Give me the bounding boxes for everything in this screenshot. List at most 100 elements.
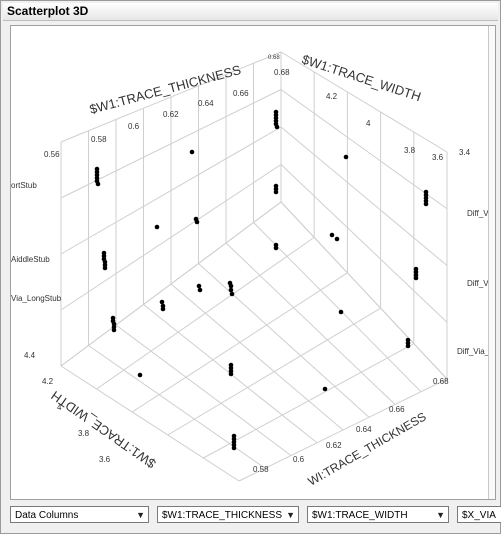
right-wall-horizontal-gridline	[280, 126, 448, 266]
floor-gridline-width	[203, 343, 415, 459]
data-point	[338, 309, 344, 315]
y-axis-tick-label: 3.4	[459, 148, 471, 157]
left-wall-horizontal-gridline	[60, 51, 282, 143]
data-point	[160, 306, 166, 312]
data-point	[273, 245, 279, 251]
scatterplot-3d-svg[interactable]: 0.560.580.60.620.640.660.684.243.83.63.4…	[11, 26, 495, 499]
data-point	[194, 219, 200, 225]
data-point	[322, 386, 328, 392]
floor-gridline-thickness	[115, 324, 292, 456]
z-axis-left-tick-label: Via_LongStub	[11, 294, 62, 303]
x-axis-select[interactable]: $W1:TRACE_THICKNESS ▼	[157, 506, 299, 523]
data-point	[273, 189, 279, 195]
axis-selectors: Data Columns ▼ $W1:TRACE_THICKNESS ▼ $W1…	[10, 506, 501, 528]
data-point	[159, 299, 165, 305]
bottom-width-tick-label: 4.2	[42, 377, 54, 386]
y-axis-select[interactable]: $W1:TRACE_WIDTH ▼	[307, 506, 449, 523]
z-axis-left-tick-label: AiddleStub	[11, 255, 50, 264]
data-point	[423, 201, 429, 207]
data-point	[329, 232, 335, 238]
floor-gridline-width	[167, 307, 381, 436]
x-axis-tick-label: 0.58	[91, 135, 107, 144]
right-wall-horizontal-gridline	[280, 89, 448, 210]
data-point	[197, 287, 203, 293]
chevron-down-icon: ▼	[436, 510, 445, 520]
grid-lines	[60, 51, 448, 482]
data-point	[231, 445, 237, 451]
data-point	[95, 181, 101, 187]
x-axis-tick-label: 0.62	[163, 110, 179, 119]
x-axis-tick-label: 0.64	[198, 99, 214, 108]
left-wall-horizontal-gridline	[60, 164, 282, 311]
z-axis-select[interactable]: $X_VIA	[457, 506, 501, 523]
data-point	[228, 371, 234, 377]
floor-gridline-width	[60, 201, 282, 367]
floor-gridline-thickness	[60, 365, 240, 482]
data-point	[102, 265, 108, 271]
data-point	[154, 224, 160, 230]
floor-gridline-width	[96, 236, 315, 390]
data-point	[343, 154, 349, 160]
z-axis-select-value: $X_VIA	[462, 510, 496, 521]
x-axis-tick-label: 0.66	[233, 89, 249, 98]
bottom-thickness-tick-label: 0.68	[433, 377, 449, 386]
floor-gridline-thickness	[88, 345, 266, 469]
data-point	[413, 275, 419, 281]
x-axis-tick-label: 0.56	[44, 150, 60, 159]
z-axis-right-tick-label: Diff_V	[467, 209, 489, 218]
chevron-down-icon: ▼	[136, 510, 145, 520]
data-columns-select[interactable]: Data Columns ▼	[10, 506, 149, 523]
bottom-thickness-tick-label: 0.66	[389, 405, 405, 414]
z-axis-left-tick-label: ortStub	[11, 181, 37, 190]
bottom-thickness-tick-label: 0.64	[356, 425, 372, 434]
plot-area[interactable]: 0.56 0.58 0.6 0.62 0.64 0.66 0.68 4.2 4 3.8 3.6 3.4…	[10, 25, 496, 500]
bottom-width-tick-label: 3.8	[78, 429, 90, 438]
right-wall-horizontal-gridline	[280, 51, 448, 153]
data-point	[196, 283, 202, 289]
window-title: Scatterplot 3D	[3, 3, 498, 21]
data-point	[111, 327, 117, 333]
bottom-width-tick-label: 4.4	[24, 351, 36, 360]
bottom-width-tick-label: 4	[57, 403, 62, 412]
floor-gridline-width	[238, 378, 448, 482]
chevron-down-icon: ▼	[286, 510, 295, 520]
y-axis-title: $W1:TRACE_WIDTH	[300, 52, 423, 105]
data-columns-select-value: Data Columns	[15, 510, 79, 521]
data-point	[189, 149, 195, 155]
x-axis-title: $W1:TRACE_THICKNESS	[88, 62, 243, 117]
bottom-thickness-axis-title: WI:TRACE_THICKNESS	[306, 409, 429, 488]
data-points	[94, 109, 429, 451]
data-point	[274, 124, 280, 130]
y-axis-tick-label: 4	[366, 119, 371, 128]
z-axis-right-tick-label: Diff_Via_	[467, 279, 495, 288]
data-point	[229, 291, 235, 297]
floor-gridline-thickness	[170, 283, 344, 431]
floor-gridline-thickness	[253, 222, 422, 393]
bottom-thickness-tick-label: 0.58	[253, 465, 269, 474]
x-axis-tick-label: 0.68	[274, 68, 290, 77]
y-axis-select-value: $W1:TRACE_WIDTH	[312, 510, 408, 521]
y-axis-tick-label: 3.8	[404, 146, 416, 155]
y-axis-tick-label: 3.6	[432, 153, 444, 162]
floor-gridline-thickness	[225, 242, 396, 405]
right-wall-horizontal-gridline	[280, 164, 448, 323]
bottom-thickness-tick-label: 0.6	[293, 455, 305, 464]
data-point	[334, 236, 340, 242]
data-point	[405, 343, 411, 349]
x-axis-select-value: $W1:TRACE_THICKNESS	[162, 510, 283, 521]
floor-gridline-thickness	[280, 201, 448, 380]
corner-tick-label: 0.68	[268, 55, 280, 61]
bottom-thickness-tick-label: 0.62	[326, 441, 342, 450]
floor-gridline-width	[131, 272, 348, 413]
left-wall-horizontal-gridline	[60, 126, 282, 255]
floor-gridline-thickness	[198, 263, 370, 418]
y-axis-tick-label: 4.2	[326, 92, 338, 101]
data-point	[137, 372, 143, 378]
bottom-width-tick-label: 3.6	[99, 455, 111, 464]
z-axis-right-tick-label: Diff_Via_Lor	[457, 347, 495, 356]
data-point	[228, 287, 234, 293]
x-axis-tick-label: 0.6	[128, 122, 140, 131]
plot-scroll-strip[interactable]	[488, 26, 495, 499]
data-point	[228, 283, 234, 289]
